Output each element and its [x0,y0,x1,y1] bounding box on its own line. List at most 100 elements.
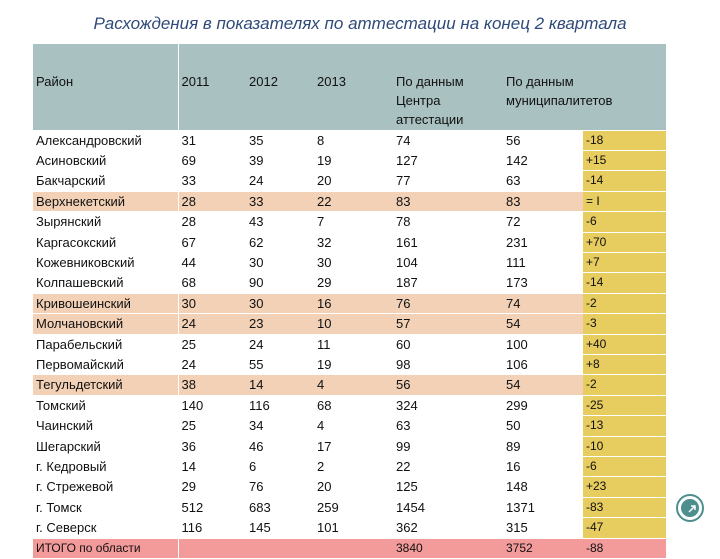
value-2012: 39 [246,150,314,172]
value-2012: 23 [246,313,314,335]
value-center: 76 [393,293,503,315]
value-2011: 28 [178,211,246,233]
value-2013: 8 [314,130,393,151]
value-center: 127 [393,150,503,172]
value-difference: -25 [583,395,666,417]
value-2012: 35 [246,130,314,151]
value-difference: -6 [583,211,666,233]
value-2013: 22 [314,191,393,213]
district-name: г. Кедровый [33,456,179,478]
value-municipal: 16 [503,456,583,478]
value-municipal: 111 [503,252,583,274]
value-2011: 512 [178,497,246,519]
value-2012: 30 [246,252,314,274]
value-2012: 116 [246,395,314,417]
value-difference: -88 [583,538,666,559]
value-municipal: 315 [503,517,583,539]
value-2011: 69 [178,150,246,172]
value-2011: 116 [178,517,246,539]
value-difference: -13 [583,415,666,437]
value-center: 56 [393,374,503,396]
value-2013: 20 [314,476,393,498]
value-municipal: 72 [503,211,583,233]
value-2013: 19 [314,150,393,172]
value-difference: -47 [583,517,666,539]
district-name: Каргасокский [33,232,179,253]
value-difference: +7 [583,252,666,274]
navigation-button[interactable] [676,494,704,522]
value-2011: 140 [178,395,246,417]
value-municipal: 299 [503,395,583,417]
value-difference: -10 [583,436,666,458]
value-municipal: 50 [503,415,583,437]
value-center: 324 [393,395,503,417]
value-2011: 44 [178,252,246,274]
value-center: 60 [393,334,503,355]
value-difference: -14 [583,170,666,192]
value-2013: 30 [314,252,393,274]
value-2013 [314,538,393,559]
value-2013: 20 [314,170,393,192]
value-difference: -2 [583,374,666,396]
value-municipal: 142 [503,150,583,172]
table-row: Тегульдетский 38 14 4 56 54 -2 [33,374,666,396]
page-title: Расхождения в показателях по аттестации … [93,14,627,33]
column-header-2012: 2012 [246,44,314,131]
value-2013: 2 [314,456,393,478]
value-2011: 28 [178,191,246,213]
value-center: 362 [393,517,503,539]
table-row: Зырянский 28 43 7 78 72 -6 [33,211,666,233]
value-2013: 16 [314,293,393,315]
value-municipal: 83 [503,191,583,213]
value-2011: 25 [178,334,246,355]
value-center: 125 [393,476,503,498]
value-2013: 259 [314,497,393,519]
value-2013: 29 [314,272,393,294]
table-row: Кожевниковский 44 30 30 104 111 +7 [33,252,666,274]
value-difference: = I [583,191,666,213]
value-center: 74 [393,130,503,151]
value-center: 78 [393,211,503,233]
value-2012: 90 [246,272,314,294]
value-2013: 32 [314,232,393,253]
value-2011: 30 [178,293,246,315]
value-2011: 67 [178,232,246,253]
district-name: Шегарский [33,436,179,458]
value-difference: +40 [583,334,666,355]
district-name: Зырянский [33,211,179,233]
value-2012: 43 [246,211,314,233]
district-name: Бакчарский [33,170,179,192]
value-municipal: 54 [503,374,583,396]
district-name: г. Северск [33,517,179,539]
table-row: Каргасокский 67 62 32 161 231 +70 [33,232,666,253]
table-row: г. Кедровый 14 6 2 22 16 -6 [33,456,666,478]
table-row: Бакчарский 33 24 20 77 63 -14 [33,170,666,192]
table-row: Первомайский 24 55 19 98 106 +8 [33,354,666,376]
value-2011: 33 [178,170,246,192]
value-2012: 683 [246,497,314,519]
value-difference: +70 [583,232,666,253]
value-center: 83 [393,191,503,213]
district-name: Первомайский [33,354,179,376]
value-2011: 29 [178,476,246,498]
value-2012: 34 [246,415,314,437]
total-row: ИТОГО по области 3840 3752 -88 [33,538,666,559]
value-difference: -3 [583,313,666,335]
district-name: Кожевниковский [33,252,179,274]
attestation-table: Район 2011 2012 2013 По данным Центра ат… [33,44,666,559]
value-center: 187 [393,272,503,294]
table-row: Кривошеинский 30 30 16 76 74 -2 [33,293,666,315]
value-center: 161 [393,232,503,253]
value-municipal: 106 [503,354,583,376]
value-difference: -14 [583,272,666,294]
value-2012 [246,538,314,559]
value-municipal: 89 [503,436,583,458]
column-header-center: По данным Центра аттестации [393,44,503,131]
value-difference: -6 [583,456,666,478]
table-header-row: Район 2011 2012 2013 По данным Центра ат… [33,44,666,131]
value-2013: 101 [314,517,393,539]
table-row: Томский 140 116 68 324 299 -25 [33,395,666,417]
arrow-circle-icon [681,499,699,517]
column-header-municipal: По данным муниципалитетов [503,44,666,131]
value-2011: 36 [178,436,246,458]
